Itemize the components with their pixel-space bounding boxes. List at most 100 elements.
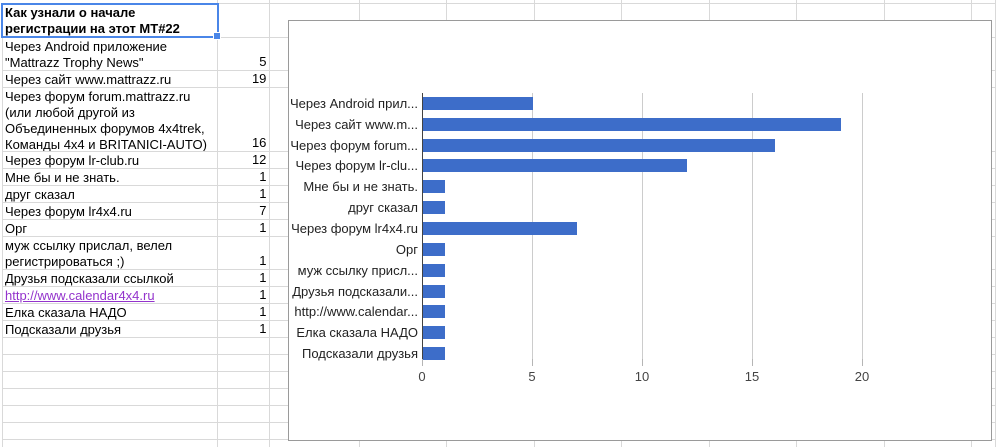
hyperlink[interactable]: http://www.calendar4x4.ru — [5, 288, 155, 303]
bar[interactable] — [423, 159, 687, 173]
empty-cell[interactable] — [218, 389, 271, 405]
x-tick-label: 5 — [528, 369, 536, 384]
row-label-cell[interactable]: Через форум forum.mattrazz.ru (или любой… — [3, 88, 218, 151]
row-value-cell[interactable]: 19 — [218, 71, 271, 87]
empty-cell[interactable] — [218, 355, 271, 371]
row-label: Через сайт www.mattrazz.ru — [5, 72, 172, 87]
empty-cell[interactable] — [710, 0, 798, 3]
empty-cell[interactable] — [972, 0, 996, 3]
row-value-cell[interactable]: 5 — [218, 38, 271, 70]
bar[interactable] — [423, 180, 445, 194]
row-label: Через форум forum.mattrazz.ru (или любой… — [5, 89, 207, 151]
x-tick-label: 20 — [854, 369, 870, 384]
row-label: друг сказал — [5, 187, 75, 202]
empty-cell[interactable] — [3, 423, 218, 439]
bar[interactable] — [423, 305, 445, 319]
row-value-cell[interactable]: 1 — [218, 304, 271, 320]
empty-cell[interactable] — [535, 0, 623, 3]
row-value-cell[interactable]: 1 — [218, 270, 271, 286]
row-label: Друзья подсказали ссылкой — [5, 271, 174, 286]
empty-cell[interactable] — [3, 440, 218, 447]
row-label-cell[interactable]: http://www.calendar4x4.ru — [3, 287, 218, 303]
row-value: 1 — [259, 287, 267, 302]
row-label-cell[interactable]: Друзья подсказали ссылкой — [3, 270, 218, 286]
row-label-cell[interactable]: Подсказали друзья — [3, 321, 218, 337]
empty-cell[interactable] — [270, 440, 360, 447]
empty-cell[interactable] — [360, 0, 448, 3]
row-value-cell[interactable]: 1 — [218, 186, 271, 202]
row-value-cell[interactable] — [218, 4, 271, 37]
empty-cell[interactable] — [218, 0, 271, 3]
bar[interactable] — [423, 96, 533, 110]
row-label: Мне бы и не знать. — [5, 170, 120, 185]
row-value-cell[interactable]: 1 — [218, 169, 271, 185]
x-axis-tick — [532, 359, 533, 366]
bar[interactable] — [423, 138, 775, 152]
row-value-cell[interactable]: 12 — [218, 152, 271, 168]
row-value-cell[interactable]: 1 — [218, 237, 271, 269]
bar-category-label: Через Android прил... — [289, 95, 418, 111]
grid-left-line — [2, 4, 3, 447]
empty-cell[interactable] — [797, 440, 885, 447]
row-label-cell[interactable]: Через Android приложение "Mattrazz Troph… — [3, 38, 218, 70]
row-label: Подсказали друзья — [5, 322, 122, 337]
empty-cell[interactable] — [535, 440, 623, 447]
plot-gridline — [752, 93, 753, 365]
empty-cell[interactable] — [3, 406, 218, 422]
empty-cell[interactable] — [710, 440, 798, 447]
empty-cell[interactable] — [3, 355, 218, 371]
row-label-cell[interactable]: друг сказал — [3, 186, 218, 202]
row-value-cell[interactable]: 1 — [218, 220, 271, 236]
empty-cell[interactable] — [622, 0, 710, 3]
row-value-cell[interactable]: 1 — [218, 321, 271, 337]
row-value-cell[interactable]: 1 — [218, 287, 271, 303]
row-label-cell[interactable]: Через форум lr-club.ru — [3, 152, 218, 168]
empty-cell[interactable] — [218, 406, 271, 422]
x-tick-label: 10 — [634, 369, 650, 384]
empty-cell[interactable] — [3, 389, 218, 405]
empty-cell[interactable] — [797, 0, 885, 3]
empty-cell[interactable] — [360, 440, 448, 447]
empty-cell[interactable] — [447, 440, 535, 447]
bar-category-label: Через форум forum... — [290, 137, 418, 153]
empty-cell[interactable] — [622, 440, 710, 447]
bar[interactable] — [423, 222, 577, 236]
row-label-cell[interactable]: Как узнали о начале регистрации на этот … — [3, 4, 218, 37]
empty-cell[interactable] — [3, 0, 218, 3]
empty-cell[interactable] — [885, 0, 973, 3]
bar[interactable] — [423, 326, 445, 340]
row-label-cell[interactable]: Орг — [3, 220, 218, 236]
row-label: муж ссылку прислал, велел регистрировать… — [5, 238, 173, 269]
empty-cell[interactable] — [270, 0, 360, 3]
bar[interactable] — [423, 347, 445, 361]
empty-cell[interactable] — [972, 440, 996, 447]
empty-cell[interactable] — [218, 338, 271, 354]
empty-cell[interactable] — [3, 338, 218, 354]
row-value-cell[interactable]: 7 — [218, 203, 271, 219]
selection-outline[interactable] — [1, 3, 221, 40]
row-label-cell[interactable]: Елка сказала НАДО — [3, 304, 218, 320]
row-label-cell[interactable]: Мне бы и не знать. — [3, 169, 218, 185]
bar[interactable] — [423, 117, 841, 131]
empty-cell[interactable] — [218, 372, 271, 388]
row-label-cell[interactable]: Через сайт www.mattrazz.ru — [3, 71, 218, 87]
zero-axis-line — [422, 93, 423, 365]
bar[interactable] — [423, 201, 445, 215]
bar[interactable] — [423, 242, 445, 256]
bar-category-label: Орг — [395, 241, 418, 257]
row-value-cell[interactable]: 16 — [218, 88, 271, 151]
fill-handle[interactable] — [213, 32, 221, 40]
embedded-bar-chart[interactable]: 0 5 10 15 20 Через Android прил... Через сайт … — [288, 20, 992, 441]
row-value: 1 — [259, 220, 267, 235]
empty-cell[interactable] — [447, 0, 535, 3]
plot-gridline — [642, 93, 643, 365]
bar[interactable] — [423, 284, 445, 298]
x-axis-tick — [862, 359, 863, 366]
empty-cell[interactable] — [218, 423, 271, 439]
row-label-cell[interactable]: Через форум lr4x4.ru — [3, 203, 218, 219]
empty-cell[interactable] — [885, 440, 973, 447]
row-label-cell[interactable]: муж ссылку прислал, велел регистрировать… — [3, 237, 218, 269]
empty-cell[interactable] — [3, 372, 218, 388]
empty-cell[interactable] — [218, 440, 271, 447]
bar[interactable] — [423, 263, 445, 277]
